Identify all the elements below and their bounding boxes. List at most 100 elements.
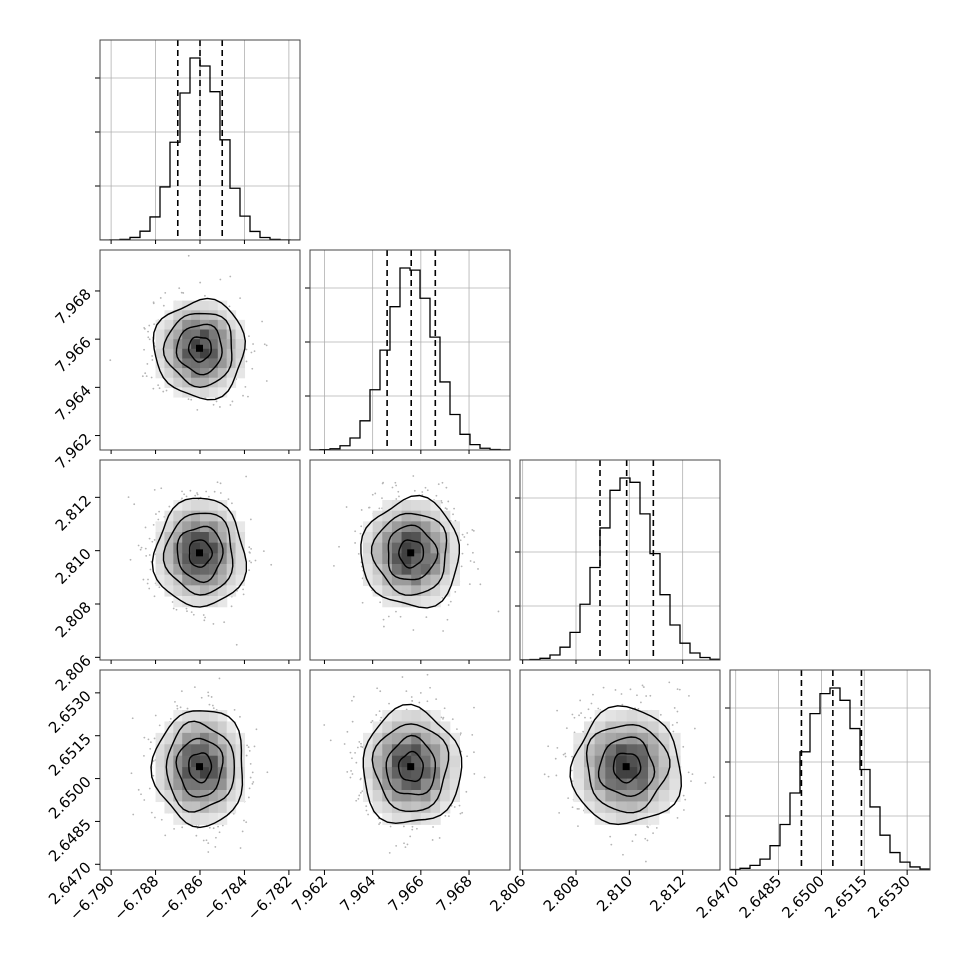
sample-point [247,746,250,749]
density-cell [411,721,422,734]
density-cell [164,574,174,586]
sample-point [153,323,156,326]
sample-point [655,827,658,829]
sample-point [149,741,152,744]
sample-point [195,834,198,837]
sample-point [168,505,171,508]
sample-point [442,630,444,632]
density-cell [372,553,383,565]
x-tick-label: 2.6500 [778,872,828,922]
density-cell [208,500,219,512]
sample-point [443,707,446,710]
sample-point [584,716,586,719]
sample-point [426,489,429,492]
density-cell [182,358,192,369]
density-cell [182,710,192,723]
sample-point [247,796,250,799]
density-cell [658,744,670,757]
density-cell [382,521,393,533]
sample-point [451,718,454,721]
sample-point [645,695,648,697]
density-cell [449,542,460,554]
density-peak [196,344,203,352]
sample-point [228,305,231,308]
sample-point [248,546,251,549]
density-cell [200,377,210,388]
density-cell [208,358,219,369]
sample-point [190,398,193,401]
sample-point [381,482,384,485]
density-cell [648,744,660,757]
sample-point [186,707,189,710]
sample-point [359,778,362,781]
sample-point [558,811,561,814]
density-cell [363,532,374,544]
density-cell [173,790,183,803]
sample-point [165,389,168,392]
sample-point [212,827,215,830]
sample-point [182,292,185,294]
sample-point [141,375,144,378]
sample-point [185,495,188,498]
sample-point [461,552,464,555]
density-cell [594,801,606,814]
sample-point [144,526,147,529]
density-cell [173,755,183,768]
sample-point [218,677,221,680]
sample-point [346,730,349,733]
sample-point [154,714,157,717]
density-cell [235,532,246,544]
density-cell [382,532,393,544]
sample-point [241,830,244,833]
density-cell [173,510,183,522]
density-cell [391,574,403,586]
density-cell [430,564,441,576]
sample-point [461,811,464,814]
sample-point [253,745,256,748]
density-cell [658,778,670,791]
density-cell [200,553,210,565]
sample-point [157,384,160,387]
density-cell [440,744,451,757]
sample-point [146,582,149,585]
density-cell [217,564,228,576]
sample-point [395,498,398,500]
sample-point [631,840,634,843]
density-cell [226,778,237,791]
sample-point [333,564,335,567]
sample-point [252,781,255,783]
sample-point [350,770,352,772]
sample-point [471,733,474,736]
contour-2 [176,525,224,584]
density-cell [226,510,237,522]
sample-point [248,749,251,752]
density-cell [401,721,412,734]
sample-point [249,518,252,521]
density-cell [449,574,460,586]
density-cell [440,801,451,814]
density-cell [208,812,219,825]
density-cell [200,358,210,369]
sample-point [266,771,269,774]
sample-point [447,604,450,606]
density-cell [217,358,228,369]
density-cell [164,553,174,565]
sample-point [165,247,167,249]
sample-point [676,721,678,724]
density-cell [155,521,166,533]
sample-point [379,601,382,604]
density-cell [420,532,432,544]
density-cell [182,574,192,586]
sample-point [590,702,593,705]
density-cell [430,767,441,780]
density-cell [164,542,174,554]
sample-point [137,544,140,547]
density-cell [191,310,201,321]
sample-point [205,490,208,493]
density-cell [200,500,210,512]
density-cell [382,778,393,791]
sample-point [554,757,557,760]
density-cell [200,585,210,597]
density-cell [440,732,451,745]
sample-point [447,500,450,503]
